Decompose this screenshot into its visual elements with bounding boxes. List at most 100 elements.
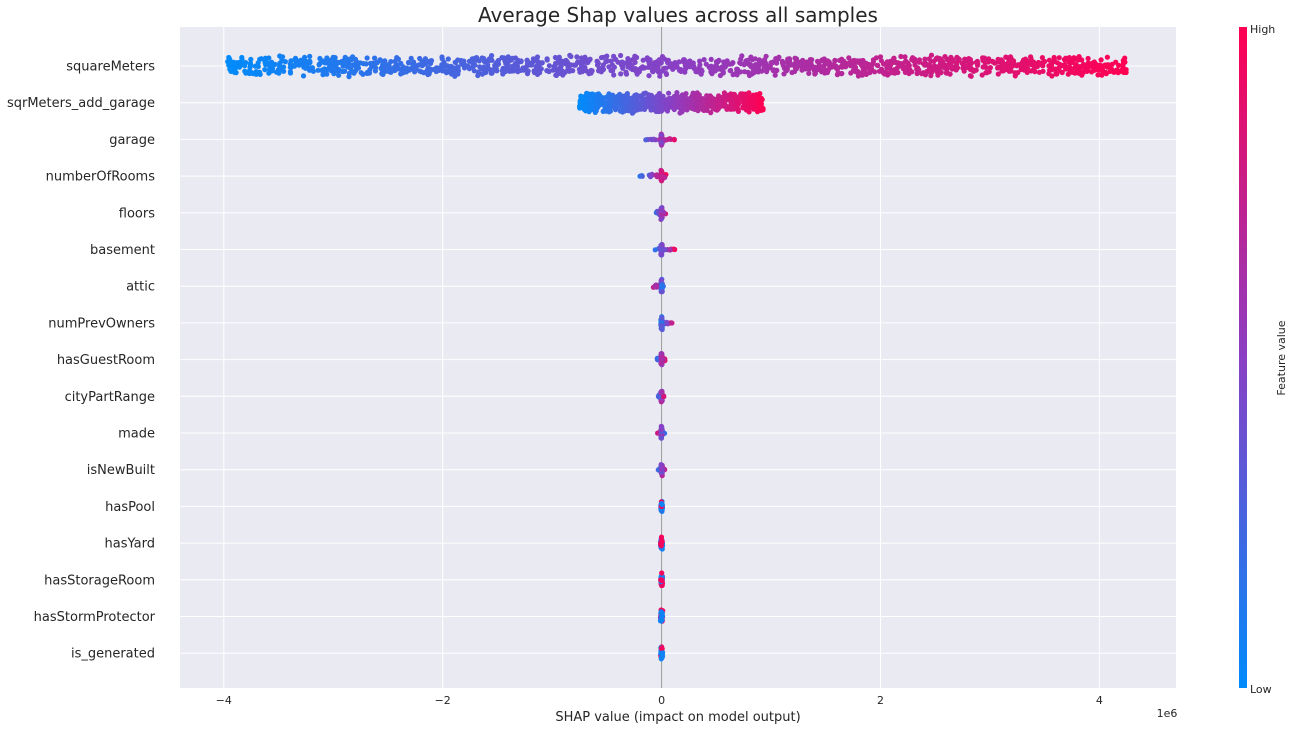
shap-point — [287, 69, 293, 75]
x-tick-label: 2 — [877, 694, 884, 707]
shap-point — [475, 72, 481, 79]
shap-point — [649, 100, 655, 106]
x-offset-label: 1e6 — [1157, 707, 1178, 720]
shap-point — [922, 56, 928, 62]
shap-point — [764, 66, 770, 72]
shap-point — [895, 69, 901, 76]
shap-point — [697, 62, 703, 68]
shap-point — [703, 61, 709, 67]
shap-point — [984, 70, 990, 76]
shap-point — [932, 66, 938, 73]
shap-point — [648, 107, 654, 113]
shap-point — [613, 95, 619, 101]
shap-point — [832, 58, 838, 64]
shap-point — [1006, 68, 1012, 74]
shap-point — [1046, 57, 1052, 63]
shap-point — [1038, 61, 1044, 67]
shap-point — [759, 97, 765, 103]
shap-point — [961, 68, 967, 74]
shap-point — [607, 97, 613, 103]
shap-point — [661, 394, 667, 400]
shap-point — [674, 103, 680, 109]
shap-point — [658, 541, 664, 548]
shap-point — [954, 61, 960, 67]
shap-point — [602, 100, 609, 106]
shap-point — [678, 68, 684, 74]
feature-label: hasGuestRoom — [57, 353, 155, 368]
shap-point — [281, 64, 287, 70]
shap-point — [747, 61, 753, 67]
shap-point — [518, 58, 524, 64]
shap-point — [734, 95, 741, 101]
shap-point — [659, 612, 665, 618]
shap-point — [855, 73, 862, 79]
shap-point — [623, 69, 629, 75]
shap-point — [803, 62, 809, 68]
feature-label: cityPartRange — [65, 390, 155, 405]
shap-point — [738, 56, 744, 62]
shap-point — [689, 101, 695, 107]
shap-point — [818, 64, 824, 71]
shap-point — [1123, 69, 1129, 76]
shap-point — [574, 54, 580, 60]
shap-point — [710, 105, 716, 111]
shap-point — [417, 68, 423, 74]
shap-point — [738, 61, 744, 67]
shap-point — [762, 60, 769, 66]
shap-point — [471, 68, 477, 74]
shap-point — [828, 64, 835, 70]
chart-title: Average Shap values across all samples — [478, 3, 878, 27]
shap-point — [649, 68, 656, 74]
shap-point — [636, 67, 642, 73]
shap-point — [445, 56, 451, 62]
shap-point — [653, 108, 659, 115]
feature-label: attic — [126, 280, 155, 295]
shap-point — [525, 68, 531, 74]
shap-point — [544, 56, 550, 62]
shap-point — [906, 62, 912, 69]
shap-point — [948, 64, 954, 70]
shap-point — [902, 69, 909, 75]
shap-point — [1010, 58, 1017, 64]
shap-point — [369, 63, 375, 70]
shap-point — [674, 90, 680, 96]
shap-point — [697, 58, 703, 64]
shap-point — [626, 59, 633, 65]
feature-label: floors — [119, 206, 155, 221]
shap-point — [643, 137, 649, 143]
shap-point — [659, 326, 665, 333]
shap-point — [307, 53, 313, 60]
shap-point — [659, 577, 665, 583]
shap-point — [752, 67, 758, 73]
shap-point — [668, 320, 674, 326]
shap-point — [302, 54, 308, 60]
shap-point — [735, 108, 742, 114]
shap-point — [729, 61, 735, 67]
shap-point — [233, 70, 239, 76]
shap-point — [687, 64, 693, 70]
shap-point — [659, 178, 665, 184]
shap-point — [786, 62, 792, 69]
shap-point — [1049, 62, 1055, 69]
shap-point — [851, 65, 857, 71]
shap-point — [1051, 54, 1057, 61]
shap-point — [629, 110, 636, 116]
shap-point — [504, 60, 510, 66]
shap-point — [625, 94, 631, 100]
shap-point — [419, 62, 425, 68]
shap-point — [566, 66, 572, 72]
shap-point — [1031, 65, 1037, 71]
shap-point — [459, 60, 465, 67]
shap-point — [792, 63, 798, 69]
shap-point — [544, 68, 550, 74]
shap-point — [1054, 60, 1060, 66]
shap-point — [381, 59, 387, 66]
shap-point — [578, 67, 585, 73]
shap-point — [355, 60, 361, 66]
feature-label: squareMeters — [66, 60, 155, 75]
shap-point — [411, 62, 417, 68]
shap-point — [304, 59, 310, 65]
feature-label: hasPool — [105, 500, 155, 515]
shap-point — [987, 65, 994, 71]
shap-point — [598, 69, 604, 75]
